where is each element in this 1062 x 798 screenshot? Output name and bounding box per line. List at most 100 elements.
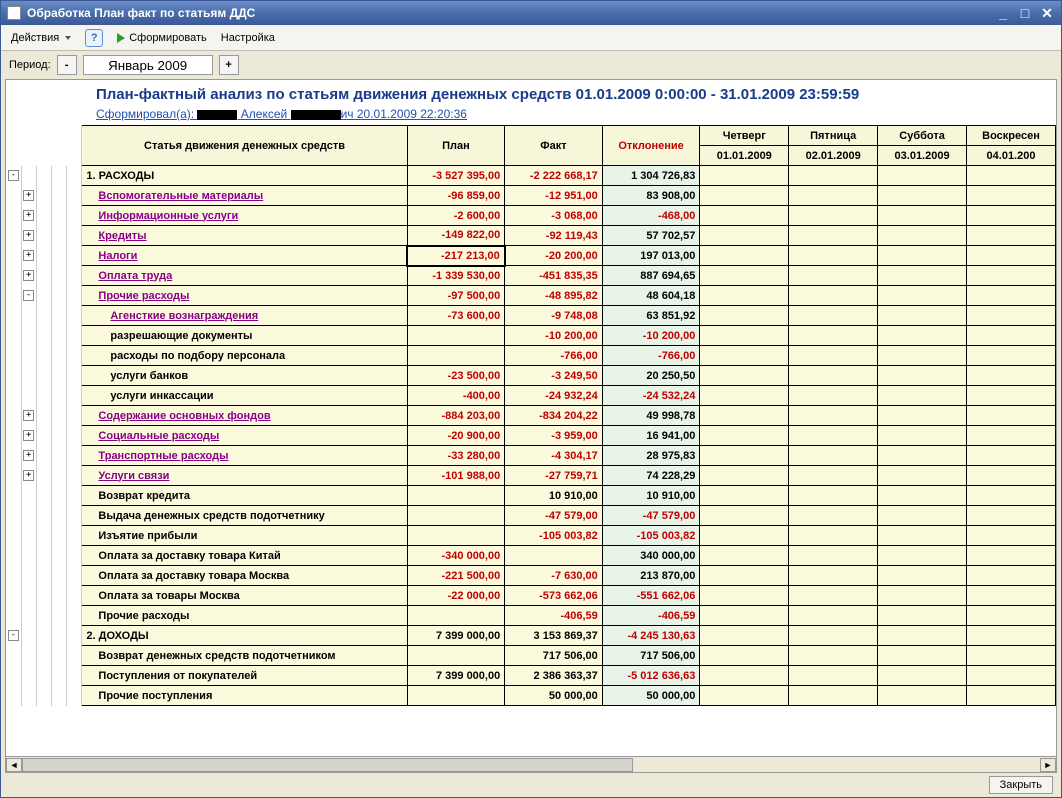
day-cell[interactable] bbox=[967, 586, 1056, 606]
plan-cell[interactable]: -22 000,00 bbox=[407, 586, 505, 606]
close-button[interactable]: Закрыть bbox=[989, 776, 1053, 794]
scroll-right-icon[interactable]: ► bbox=[1040, 758, 1056, 772]
day-cell[interactable] bbox=[789, 206, 878, 226]
deviation-cell[interactable]: 340 000,00 bbox=[602, 546, 700, 566]
fact-cell[interactable]: 10 910,00 bbox=[505, 486, 603, 506]
deviation-cell[interactable]: -105 003,82 bbox=[602, 526, 700, 546]
day-cell[interactable] bbox=[967, 626, 1056, 646]
close-window-button[interactable]: ✕ bbox=[1037, 4, 1057, 22]
actions-menu[interactable]: Действия bbox=[5, 30, 77, 46]
fact-cell[interactable]: -12 951,00 bbox=[505, 186, 603, 206]
expand-icon[interactable]: + bbox=[23, 470, 34, 481]
scroll-left-icon[interactable]: ◄ bbox=[6, 758, 22, 772]
day-cell[interactable] bbox=[878, 386, 967, 406]
day-cell[interactable] bbox=[789, 586, 878, 606]
day-cell[interactable] bbox=[967, 366, 1056, 386]
day-cell[interactable] bbox=[789, 406, 878, 426]
plan-cell[interactable]: -33 280,00 bbox=[407, 446, 505, 466]
fact-cell[interactable]: -20 200,00 bbox=[505, 246, 603, 266]
day-cell[interactable] bbox=[967, 566, 1056, 586]
period-next-button[interactable]: + bbox=[219, 55, 239, 75]
day-cell[interactable] bbox=[878, 326, 967, 346]
plan-cell[interactable]: -217 213,00 bbox=[407, 246, 505, 266]
fact-cell[interactable]: -47 579,00 bbox=[505, 506, 603, 526]
day-cell[interactable] bbox=[878, 206, 967, 226]
day-cell[interactable] bbox=[967, 386, 1056, 406]
fact-cell[interactable]: -766,00 bbox=[505, 346, 603, 366]
plan-cell[interactable] bbox=[407, 606, 505, 626]
fact-cell[interactable]: 717 506,00 bbox=[505, 646, 603, 666]
deviation-cell[interactable]: 20 250,50 bbox=[602, 366, 700, 386]
plan-cell[interactable]: -3 527 395,00 bbox=[407, 166, 505, 186]
deviation-cell[interactable]: 10 910,00 bbox=[602, 486, 700, 506]
day-cell[interactable] bbox=[878, 426, 967, 446]
day-cell[interactable] bbox=[700, 206, 789, 226]
day-cell[interactable] bbox=[878, 526, 967, 546]
deviation-cell[interactable]: -551 662,06 bbox=[602, 586, 700, 606]
minimize-button[interactable]: _ bbox=[993, 4, 1013, 22]
row-name[interactable]: Агенсткие вознаграждения bbox=[82, 306, 407, 326]
deviation-cell[interactable]: 48 604,18 bbox=[602, 286, 700, 306]
day-cell[interactable] bbox=[878, 166, 967, 186]
day-cell[interactable] bbox=[700, 566, 789, 586]
day-cell[interactable] bbox=[789, 266, 878, 286]
day-cell[interactable] bbox=[700, 526, 789, 546]
day-cell[interactable] bbox=[789, 226, 878, 246]
day-cell[interactable] bbox=[878, 666, 967, 686]
fact-cell[interactable]: -3 959,00 bbox=[505, 426, 603, 446]
help-button[interactable]: ? bbox=[79, 27, 109, 49]
row-name[interactable]: Информационные услуги bbox=[82, 206, 407, 226]
day-cell[interactable] bbox=[700, 406, 789, 426]
deviation-cell[interactable]: 717 506,00 bbox=[602, 646, 700, 666]
day-cell[interactable] bbox=[878, 346, 967, 366]
day-cell[interactable] bbox=[789, 466, 878, 486]
fact-cell[interactable]: -3 249,50 bbox=[505, 366, 603, 386]
collapse-icon[interactable]: - bbox=[8, 170, 19, 181]
row-name[interactable]: Оплата труда bbox=[82, 266, 407, 286]
plan-cell[interactable] bbox=[407, 526, 505, 546]
plan-cell[interactable] bbox=[407, 506, 505, 526]
fact-cell[interactable]: 3 153 869,37 bbox=[505, 626, 603, 646]
day-cell[interactable] bbox=[789, 186, 878, 206]
day-cell[interactable] bbox=[700, 506, 789, 526]
fact-cell[interactable]: -3 068,00 bbox=[505, 206, 603, 226]
day-cell[interactable] bbox=[789, 386, 878, 406]
day-cell[interactable] bbox=[967, 306, 1056, 326]
day-cell[interactable] bbox=[789, 426, 878, 446]
day-cell[interactable] bbox=[789, 326, 878, 346]
day-cell[interactable] bbox=[700, 226, 789, 246]
day-cell[interactable] bbox=[789, 666, 878, 686]
plan-cell[interactable]: 7 399 000,00 bbox=[407, 626, 505, 646]
day-cell[interactable] bbox=[789, 686, 878, 706]
day-cell[interactable] bbox=[700, 306, 789, 326]
period-input[interactable] bbox=[83, 55, 213, 75]
day-cell[interactable] bbox=[967, 286, 1056, 306]
day-cell[interactable] bbox=[878, 486, 967, 506]
plan-cell[interactable]: -97 500,00 bbox=[407, 286, 505, 306]
row-name[interactable]: Кредиты bbox=[82, 226, 407, 246]
expand-icon[interactable]: + bbox=[23, 270, 34, 281]
plan-cell[interactable]: -884 203,00 bbox=[407, 406, 505, 426]
day-cell[interactable] bbox=[789, 366, 878, 386]
deviation-cell[interactable]: -47 579,00 bbox=[602, 506, 700, 526]
day-cell[interactable] bbox=[967, 346, 1056, 366]
day-cell[interactable] bbox=[700, 246, 789, 266]
expand-icon[interactable]: + bbox=[23, 450, 34, 461]
day-cell[interactable] bbox=[967, 246, 1056, 266]
plan-cell[interactable]: -149 822,00 bbox=[407, 226, 505, 246]
deviation-cell[interactable]: 213 870,00 bbox=[602, 566, 700, 586]
deviation-cell[interactable]: -24 532,24 bbox=[602, 386, 700, 406]
scroll-track[interactable] bbox=[22, 758, 1040, 772]
day-cell[interactable] bbox=[789, 346, 878, 366]
day-cell[interactable] bbox=[878, 306, 967, 326]
day-cell[interactable] bbox=[700, 366, 789, 386]
fact-cell[interactable]: -10 200,00 bbox=[505, 326, 603, 346]
day-cell[interactable] bbox=[700, 426, 789, 446]
plan-cell[interactable]: -20 900,00 bbox=[407, 426, 505, 446]
fact-cell[interactable] bbox=[505, 546, 603, 566]
row-name[interactable]: Налоги bbox=[82, 246, 407, 266]
day-cell[interactable] bbox=[967, 206, 1056, 226]
day-cell[interactable] bbox=[789, 506, 878, 526]
day-cell[interactable] bbox=[700, 386, 789, 406]
plan-cell[interactable] bbox=[407, 486, 505, 506]
